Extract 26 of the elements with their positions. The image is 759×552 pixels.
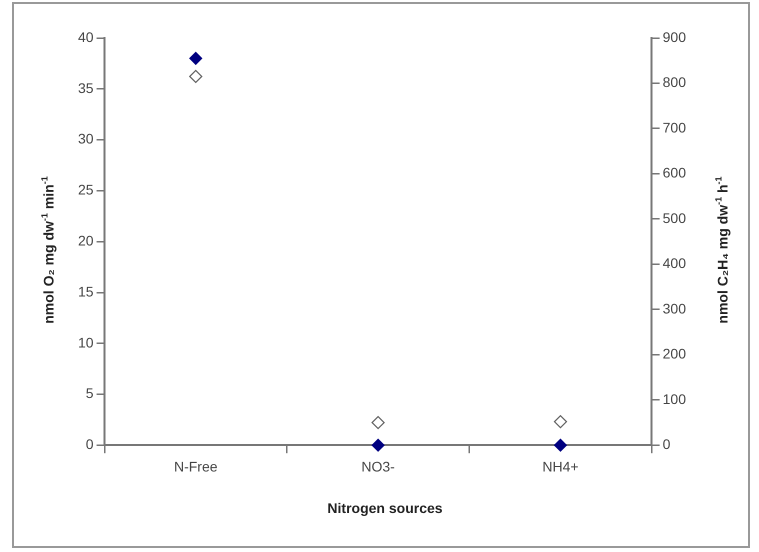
x-axis-title: Nitrogen sources bbox=[327, 500, 443, 516]
y-tick-label: 30 bbox=[78, 130, 94, 147]
y-tick-label: 20 bbox=[78, 232, 94, 248]
y-tick-label: 0 bbox=[86, 436, 94, 452]
y-tick-label: 10 bbox=[78, 334, 94, 350]
x-tick-label: N-Free bbox=[174, 458, 218, 474]
y-tick-label: 5 bbox=[86, 385, 94, 402]
y-tick-label: 25 bbox=[78, 182, 94, 198]
y2-tick-label: 400 bbox=[662, 255, 686, 272]
y2-tick-label: 300 bbox=[662, 300, 686, 316]
y2-tick-label: 700 bbox=[662, 119, 686, 136]
y2-tick-label: 0 bbox=[662, 436, 671, 452]
y2-tick-label: 600 bbox=[662, 164, 686, 181]
point bbox=[554, 415, 568, 428]
y-tick-label: 40 bbox=[78, 28, 94, 45]
y2-tick-label: 500 bbox=[662, 210, 686, 226]
x-tick-label: NH4+ bbox=[542, 458, 579, 474]
y-tick-label: 35 bbox=[78, 80, 94, 96]
point bbox=[189, 70, 202, 84]
y2-tick-label: 200 bbox=[662, 346, 686, 362]
y2-tick-label: 900 bbox=[662, 28, 686, 45]
point bbox=[372, 416, 385, 430]
y2-tick-label: 100 bbox=[662, 390, 686, 407]
y-tick-label: 15 bbox=[78, 283, 94, 300]
x-tick-label: NO3- bbox=[361, 458, 396, 474]
y2-tick-label: 800 bbox=[662, 74, 686, 90]
